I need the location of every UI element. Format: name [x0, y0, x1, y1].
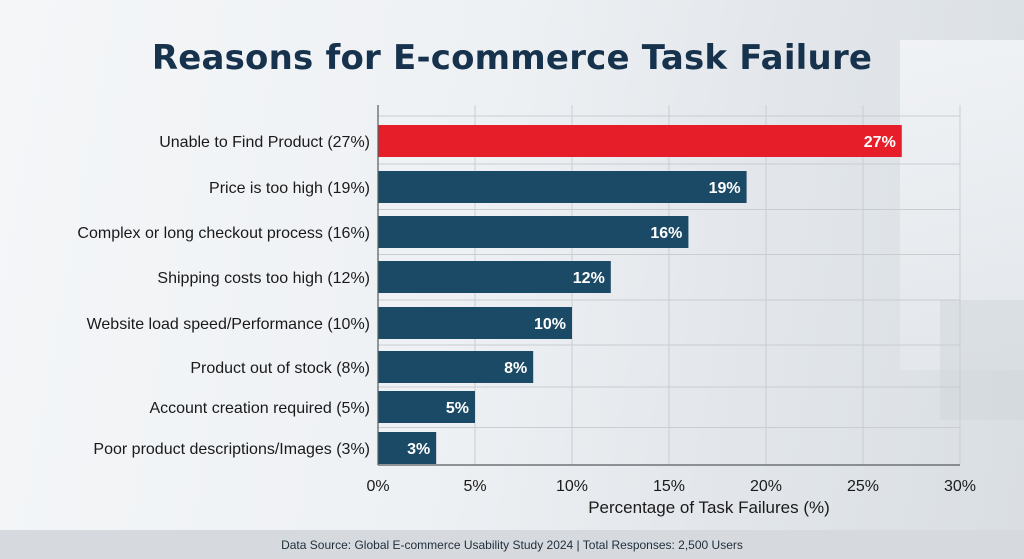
bar-value-label: 5%: [446, 400, 469, 417]
category-label: Complex or long checkout process (16%): [77, 225, 370, 242]
bar-value-label: 27%: [864, 134, 896, 151]
bar: [378, 171, 747, 203]
category-label: Unable to Find Product (27%): [159, 134, 370, 151]
x-axis-title: Percentage of Task Failures (%): [588, 498, 830, 517]
category-label: Shipping costs too high (12%): [157, 270, 370, 287]
background-shape: [940, 300, 1024, 420]
x-tick-label: 5%: [463, 478, 486, 495]
bar: [378, 351, 534, 383]
category-label: Poor product descriptions/Images (3%): [93, 441, 370, 458]
bar-value-label: 19%: [709, 180, 741, 197]
x-tick-label: 0%: [366, 478, 389, 495]
category-label: Product out of stock (8%): [190, 360, 370, 377]
x-tick-label: 30%: [944, 478, 976, 495]
x-tick-label: 20%: [750, 478, 782, 495]
bar-value-label: 8%: [504, 360, 527, 377]
data-source-text: Data Source: Global E-commerce Usability…: [281, 537, 743, 552]
chart-title: Reasons for E-commerce Task Failure: [151, 38, 873, 78]
bar-value-label: 3%: [407, 441, 430, 458]
bar-value-label: 10%: [534, 316, 566, 333]
x-tick-label: 25%: [847, 478, 879, 495]
data-source-footer: Data Source: Global E-commerce Usability…: [0, 530, 1024, 559]
category-label: Website load speed/Performance (10%): [87, 316, 370, 333]
category-label: Account creation required (5%): [149, 400, 370, 417]
bar-value-label: 12%: [573, 270, 605, 287]
bar: [378, 307, 572, 339]
x-tick-label: 15%: [653, 478, 685, 495]
bar: [378, 125, 902, 157]
category-label: Price is too high (19%): [209, 180, 370, 197]
bar: [378, 216, 689, 248]
x-tick-label: 10%: [556, 478, 588, 495]
bar-chart: 27% Unable to Find Product (27%) 19% Price …: [77, 105, 976, 517]
bar: [378, 391, 475, 423]
bar-value-label: 16%: [650, 225, 682, 242]
bar: [378, 432, 437, 464]
bar: [378, 261, 611, 293]
